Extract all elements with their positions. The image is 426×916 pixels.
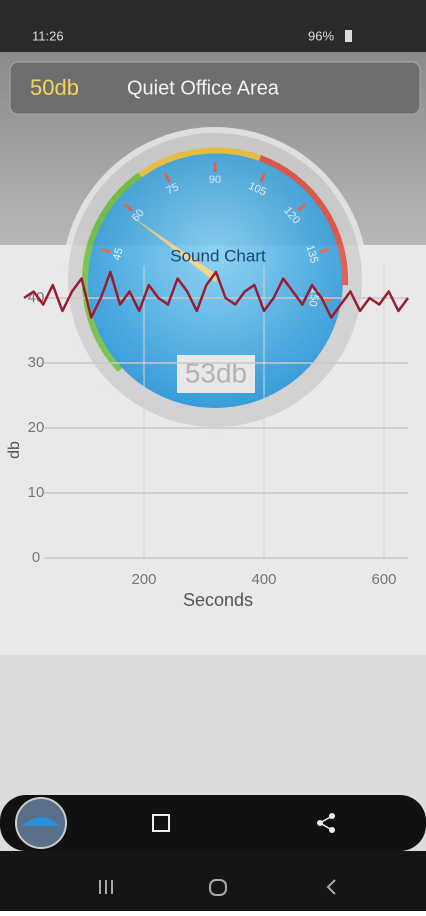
nav-home[interactable] [209,879,227,896]
x-tick-label: 600 [371,571,396,588]
gauge-needle [130,215,219,282]
gauge-tick [296,203,307,212]
status-bar [0,0,426,52]
y-axis-label: db [6,441,23,459]
status-battery: 96% [308,28,334,43]
gauge-readout: 53db [185,357,247,388]
data-line [23,270,410,319]
x-axis-label: Seconds [183,590,253,610]
gauge-tick [163,172,171,183]
nav-back[interactable] [326,879,336,895]
y-tick-label: 0 [32,549,40,566]
y-tick-label: 20 [28,419,45,436]
y-tick-label: 10 [28,484,45,501]
battery-icon [345,30,352,42]
app-icon-wave [22,817,60,826]
gauge-tick [318,248,330,254]
gauge-readout-box [177,355,255,393]
gauge-tick-label: 135 [304,244,320,265]
nav-recents[interactable] [99,880,113,894]
header-bar [9,61,421,115]
gauge-tick-label: 75 [165,181,181,197]
header-place: Quiet Office Area [127,77,280,99]
gauge-tick-label: 45 [111,247,126,262]
status-time: 11:26 [32,28,64,43]
share-icon[interactable] [317,813,335,833]
gauge-tick [100,248,112,254]
gauge-band-green [82,172,142,373]
gauge-tick-label: 90 [209,174,221,186]
y-tick-label: 30 [28,354,45,371]
x-tick-label: 200 [131,571,156,588]
bottom-toolbar [0,795,426,851]
share-lines [319,815,333,831]
gauge-tick [259,172,267,183]
edit-icon[interactable] [152,814,170,832]
gauge-tick [123,203,134,212]
x-tick-label: 400 [251,571,276,588]
gauge-band-yellow [138,147,262,178]
chart-title: Sound Chart [170,246,266,265]
gauge-band-red [258,155,349,286]
header-reading: 50db [30,75,79,100]
